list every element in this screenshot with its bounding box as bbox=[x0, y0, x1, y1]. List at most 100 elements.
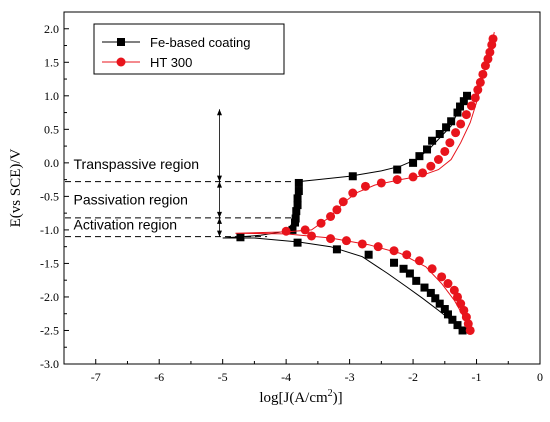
data-point-fe bbox=[390, 258, 399, 267]
y-tick-label: -2.5 bbox=[40, 323, 59, 337]
data-point-ht bbox=[437, 272, 447, 282]
data-point-fe bbox=[293, 194, 302, 203]
data-point-fe bbox=[412, 276, 421, 285]
data-point-ht bbox=[357, 239, 367, 249]
x-tick-label: -1 bbox=[472, 370, 482, 384]
data-point-fe bbox=[442, 123, 451, 132]
data-point-fe bbox=[435, 130, 444, 139]
data-point-fe bbox=[453, 321, 462, 330]
legend-label-fe: Fe-based coating bbox=[150, 35, 250, 50]
y-tick-label: 0.5 bbox=[44, 122, 59, 136]
data-point-ht bbox=[360, 181, 370, 191]
legend-marker-fe bbox=[117, 38, 125, 46]
data-point-fe bbox=[405, 269, 414, 278]
x-axis-title: log[J(A/cm2)] bbox=[259, 388, 342, 406]
data-point-ht bbox=[341, 236, 351, 246]
data-point-fe bbox=[348, 172, 357, 181]
data-point-ht bbox=[307, 231, 317, 241]
data-point-ht bbox=[326, 234, 336, 244]
data-point-ht bbox=[443, 279, 453, 289]
data-point-ht bbox=[449, 285, 459, 295]
y-tick-label: -1.5 bbox=[40, 256, 59, 270]
data-point-fe bbox=[453, 108, 462, 117]
data-point-fe bbox=[426, 288, 435, 297]
y-tick-label: 1.0 bbox=[44, 89, 59, 103]
activation-region-label: Activation region bbox=[74, 216, 178, 232]
data-point-fe bbox=[463, 91, 472, 100]
data-point-ht bbox=[389, 246, 399, 256]
x-tick-label: -5 bbox=[218, 370, 228, 384]
data-point-ht bbox=[332, 205, 342, 215]
x-axis-ticks: -7 -6 -5 -4 -3 -2 -1 0 bbox=[63, 359, 543, 384]
data-point-ht bbox=[433, 155, 443, 165]
data-point-fe bbox=[292, 207, 301, 216]
data-point-fe bbox=[443, 310, 452, 319]
data-point-fe bbox=[459, 97, 468, 106]
data-point-fe bbox=[420, 283, 429, 292]
data-point-ht bbox=[348, 188, 358, 198]
data-point-ht bbox=[475, 77, 485, 87]
data-point-ht bbox=[461, 110, 471, 120]
data-point-fe bbox=[294, 187, 303, 196]
data-point-ht bbox=[402, 250, 412, 260]
legend: Fe-based coating HT 300 bbox=[93, 23, 285, 75]
arrow-head bbox=[216, 109, 222, 116]
data-point-fe bbox=[399, 264, 408, 273]
arrow-head bbox=[216, 217, 222, 224]
data-point-ht bbox=[408, 172, 418, 182]
y-tick-label: 2.0 bbox=[44, 22, 59, 36]
data-point-ht bbox=[426, 161, 436, 171]
data-point-fe bbox=[293, 238, 302, 247]
data-point-fe bbox=[294, 178, 303, 187]
data-point-fe bbox=[409, 158, 418, 167]
y-tick-label: -0.5 bbox=[40, 189, 59, 203]
data-point-ht bbox=[338, 197, 348, 207]
series-layer bbox=[222, 31, 498, 335]
region-arrow bbox=[216, 109, 222, 237]
arrow-head bbox=[216, 211, 222, 218]
data-point-fe bbox=[435, 299, 444, 308]
data-point-ht bbox=[316, 218, 326, 228]
data-point-ht bbox=[452, 292, 462, 302]
legend-marker-ht bbox=[116, 57, 126, 67]
data-point-fe bbox=[236, 233, 245, 242]
legend-box bbox=[93, 23, 285, 75]
legend-label-ht: HT 300 bbox=[150, 55, 192, 70]
data-point-fe bbox=[440, 305, 449, 314]
data-point-fe bbox=[458, 326, 467, 335]
data-point-ht bbox=[440, 146, 450, 156]
data-point-fe bbox=[332, 245, 341, 254]
data-point-fe bbox=[291, 218, 300, 227]
arrow-head bbox=[216, 181, 222, 188]
y-tick-label: -1.0 bbox=[40, 223, 59, 237]
y-tick-label: 1.5 bbox=[44, 55, 59, 69]
data-point-fe bbox=[364, 250, 373, 259]
data-point-fe bbox=[293, 201, 302, 210]
reference-lines bbox=[65, 181, 299, 238]
data-point-fe bbox=[393, 165, 402, 174]
data-point-fe bbox=[423, 145, 432, 154]
x-tick-label: -3 bbox=[345, 370, 355, 384]
arrow-head bbox=[216, 230, 222, 237]
data-point-fe bbox=[431, 294, 440, 303]
data-point-ht bbox=[326, 211, 336, 221]
data-point-ht bbox=[485, 47, 495, 57]
data-point-ht bbox=[414, 256, 424, 266]
data-point-ht bbox=[478, 69, 488, 79]
data-point-ht bbox=[376, 178, 386, 188]
data-point-fe bbox=[291, 214, 300, 223]
arrow-head bbox=[216, 175, 222, 182]
data-point-ht bbox=[456, 299, 466, 309]
y-axis-title: E(vs SCE)/V bbox=[8, 148, 24, 227]
data-point-fe bbox=[448, 315, 457, 324]
data-point-ht bbox=[488, 34, 498, 44]
data-point-fe bbox=[415, 152, 424, 161]
data-point-fe bbox=[428, 136, 437, 145]
data-point-ht bbox=[470, 93, 480, 103]
x-tick-label: 0 bbox=[537, 370, 543, 384]
x-tick-label: -4 bbox=[281, 370, 291, 384]
region-annotations: Transpassive region Passivation region Act… bbox=[74, 156, 200, 232]
data-point-ht bbox=[281, 226, 291, 236]
data-point-ht bbox=[473, 85, 483, 95]
